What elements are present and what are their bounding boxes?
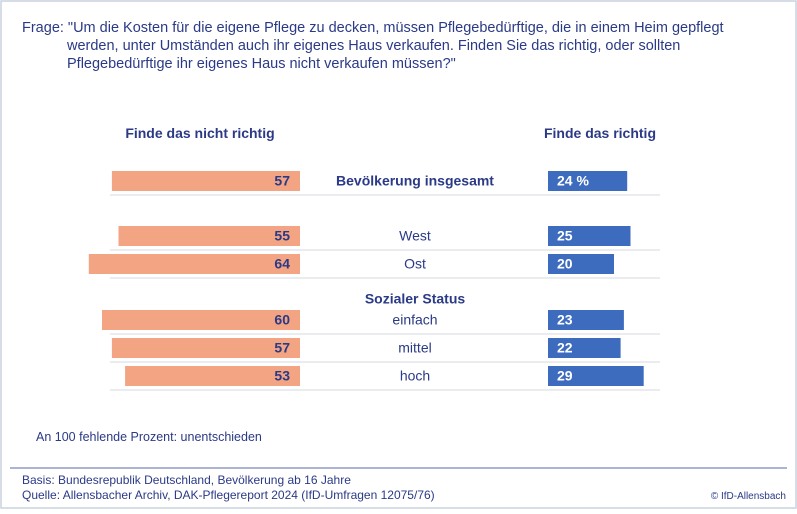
category-label: Bevölkerung insgesamt (336, 173, 494, 189)
value-label-right: 22 (557, 340, 573, 356)
value-label-left: 57 (274, 340, 290, 356)
bar-left (125, 366, 300, 386)
bar-right (548, 310, 624, 330)
bar-left (111, 338, 301, 358)
bar-left (111, 171, 301, 191)
value-label-right: 24 % (557, 173, 589, 189)
bar-left (102, 310, 300, 330)
value-label-right: 25 (557, 228, 573, 244)
category-label: hoch (400, 368, 430, 384)
category-label: einfach (392, 312, 437, 328)
category-label: Ost (404, 256, 426, 272)
value-label-left: 55 (274, 228, 290, 244)
bar-right (548, 226, 631, 246)
chart-title: Frage: "Um die Kosten für die eigene Pfl… (22, 20, 724, 72)
source: Quelle: Allensbacher Archiv, DAK-Pfleger… (22, 488, 435, 502)
note: An 100 fehlende Prozent: unentschieden (36, 430, 262, 444)
bar-left (118, 226, 300, 246)
value-label-left: 57 (274, 173, 290, 189)
value-label-left: 60 (274, 312, 290, 328)
copyright: © IfD-Allensbach (711, 491, 786, 502)
group-label: Sozialer Status (365, 291, 466, 307)
bar-right (548, 171, 628, 191)
bar-left (88, 254, 300, 274)
value-label-left: 64 (274, 256, 290, 272)
value-label-right: 20 (557, 256, 573, 272)
value-label-right: 29 (557, 368, 573, 384)
bar-right (548, 254, 614, 274)
legend-right: Finde das richtig (544, 125, 656, 141)
bar-right (548, 366, 644, 386)
bar-right (548, 338, 621, 358)
value-label-left: 53 (274, 368, 290, 384)
category-label: mittel (398, 340, 431, 356)
value-label-right: 23 (557, 312, 573, 328)
legend-left: Finde das nicht richtig (125, 125, 274, 141)
basis: Basis: Bundesrepublik Deutschland, Bevöl… (22, 473, 351, 487)
category-label: West (399, 228, 431, 244)
